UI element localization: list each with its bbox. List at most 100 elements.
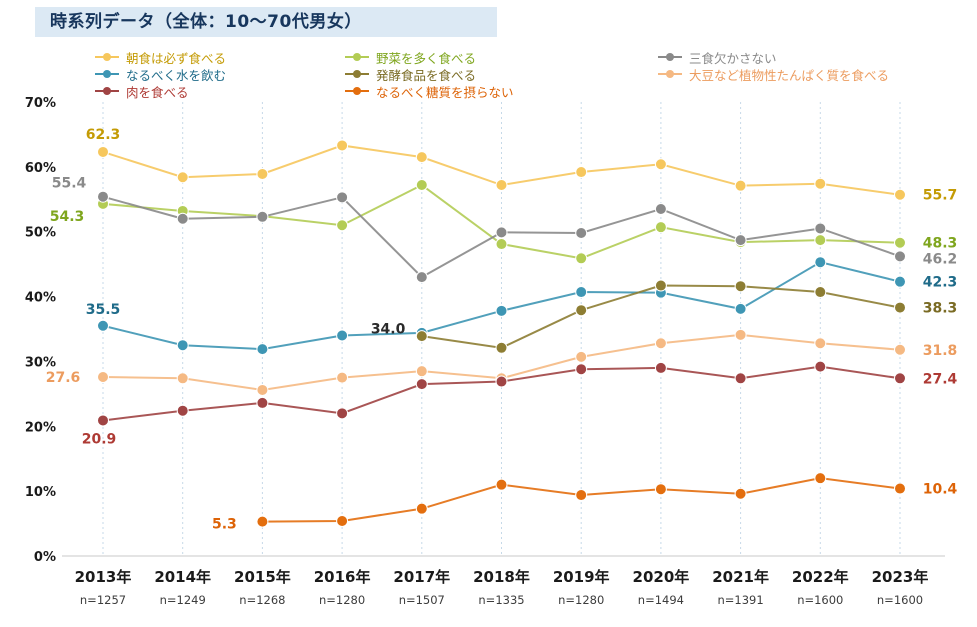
- legend-marker-icon: [95, 85, 119, 97]
- y-tick-label: 40%: [25, 291, 56, 306]
- data-point-breakfast: [575, 166, 588, 179]
- legend-item-breakfast: 朝食は必ず食べる: [95, 50, 227, 66]
- data-point-soy-protein: [176, 372, 189, 385]
- data-point-soy-protein: [654, 337, 667, 350]
- data-point-fermented: [894, 301, 906, 314]
- x-year-label: 2019年: [553, 568, 610, 586]
- data-point-meat: [97, 414, 109, 427]
- legend-item-low-sugar: なるべく糖質を摂らない: [345, 84, 514, 100]
- legend-marker-icon: [345, 85, 369, 97]
- x-year-label: 2022年: [792, 568, 849, 586]
- legend-marker-icon: [345, 68, 369, 80]
- data-point-fermented: [814, 286, 827, 299]
- data-point-water: [575, 286, 588, 299]
- data-point-three-meals: [415, 271, 428, 284]
- legend-column-2: 野菜を多く食べる 発酵食品を食べる なるべく糖質を摂らない: [345, 50, 514, 100]
- legend-marker-icon: [658, 68, 682, 80]
- x-n-label: n=1280: [558, 593, 604, 607]
- data-point-three-meals: [97, 190, 109, 203]
- legend-marker-icon: [658, 51, 682, 63]
- y-tick-label: 60%: [25, 161, 56, 176]
- data-point-water: [256, 343, 269, 356]
- legend-item-three-meals: 三食欠かさない: [658, 50, 889, 66]
- data-point-low-sugar: [336, 514, 349, 527]
- data-label-meat: 20.9: [82, 431, 117, 447]
- data-point-water: [336, 329, 349, 342]
- y-tick-label: 70%: [25, 96, 56, 111]
- data-point-water: [734, 302, 747, 315]
- data-point-three-meals: [495, 226, 508, 239]
- data-point-soy-protein: [97, 370, 109, 383]
- y-tick-label: 20%: [25, 420, 56, 435]
- data-point-meat: [734, 372, 747, 385]
- data-point-fermented: [734, 280, 747, 293]
- data-point-low-sugar: [894, 482, 906, 495]
- x-n-label: n=1257: [80, 593, 126, 607]
- data-point-three-meals: [256, 210, 269, 223]
- data-point-three-meals: [575, 227, 588, 240]
- x-n-label: n=1600: [877, 593, 923, 607]
- data-label-water: 35.5: [86, 302, 121, 318]
- data-point-vegetables: [495, 238, 508, 251]
- data-point-low-sugar: [654, 483, 667, 496]
- legend-marker-icon: [95, 51, 119, 63]
- legend-label: 肉を食べる: [126, 84, 189, 100]
- data-point-vegetables: [415, 179, 428, 192]
- data-point-breakfast: [97, 145, 109, 158]
- x-n-label: n=1280: [319, 593, 365, 607]
- chart-legend: 朝食は必ず食べる なるべく水を飲む 肉を食べる 野菜を多く食べる 発酵食品を食べる なるべ…: [0, 50, 977, 102]
- y-tick-label: 30%: [25, 355, 56, 370]
- legend-label: なるべく糖質を摂らない: [376, 84, 514, 100]
- x-year-label: 2018年: [473, 568, 530, 586]
- data-point-water: [814, 256, 827, 269]
- legend-column-1: 朝食は必ず食べる なるべく水を飲む 肉を食べる: [95, 50, 227, 100]
- data-label-soy-protein: 31.8: [923, 343, 958, 359]
- legend-label: 三食欠かさない: [689, 50, 777, 66]
- data-point-meat: [176, 404, 189, 417]
- data-label-low-sugar: 10.4: [923, 482, 958, 498]
- x-n-label: n=1268: [239, 593, 285, 607]
- data-point-water: [495, 304, 508, 317]
- legend-item-fermented: 発酵食品を食べる: [345, 67, 514, 83]
- data-point-three-meals: [176, 212, 189, 225]
- legend-label: なるべく水を飲む: [126, 67, 227, 83]
- data-point-fermented: [415, 330, 428, 343]
- legend-label: 朝食は必ず食べる: [126, 50, 227, 66]
- data-point-vegetables: [814, 234, 827, 247]
- data-point-soy-protein: [894, 343, 906, 356]
- data-point-meat: [336, 407, 349, 420]
- x-n-label: n=1335: [478, 593, 524, 607]
- data-label-fermented: 38.3: [923, 301, 958, 317]
- legend-item-vegetables: 野菜を多く食べる: [345, 50, 514, 66]
- x-n-label: n=1507: [399, 593, 445, 607]
- y-tick-label: 0%: [34, 550, 56, 565]
- data-point-low-sugar: [415, 502, 428, 515]
- data-point-breakfast: [814, 177, 827, 190]
- data-point-breakfast: [654, 158, 667, 171]
- data-point-vegetables: [336, 219, 349, 232]
- data-point-breakfast: [734, 179, 747, 192]
- data-point-low-sugar: [575, 489, 588, 502]
- legend-item-soy-protein: 大豆など植物性たんぱく質を食べる: [658, 67, 889, 83]
- legend-label: 野菜を多く食べる: [376, 50, 477, 66]
- data-label-breakfast: 62.3: [86, 127, 121, 143]
- data-point-meat: [256, 396, 269, 409]
- x-n-label: n=1249: [160, 593, 206, 607]
- x-year-label: 2023年: [872, 568, 929, 586]
- data-point-low-sugar: [256, 515, 269, 528]
- data-label-low-sugar: 5.3: [212, 517, 237, 533]
- data-point-breakfast: [336, 139, 349, 152]
- data-point-meat: [814, 360, 827, 373]
- y-tick-label: 10%: [25, 485, 56, 500]
- y-tick-label: 50%: [25, 226, 56, 241]
- x-n-label: n=1391: [717, 593, 763, 607]
- chart-canvas: 70% 60% 50% 40% 30% 20% 10% 0% 2013年 n=1257 2014年 n…: [25, 96, 958, 607]
- data-point-three-meals: [336, 191, 349, 204]
- x-year-label: 2013年: [75, 568, 132, 586]
- data-label-breakfast: 55.7: [923, 188, 958, 204]
- x-year-label: 2015年: [234, 568, 291, 586]
- x-n-label: n=1494: [638, 593, 684, 607]
- data-point-fermented: [495, 341, 508, 354]
- x-year-label: 2021年: [712, 568, 769, 586]
- data-point-fermented: [654, 279, 667, 292]
